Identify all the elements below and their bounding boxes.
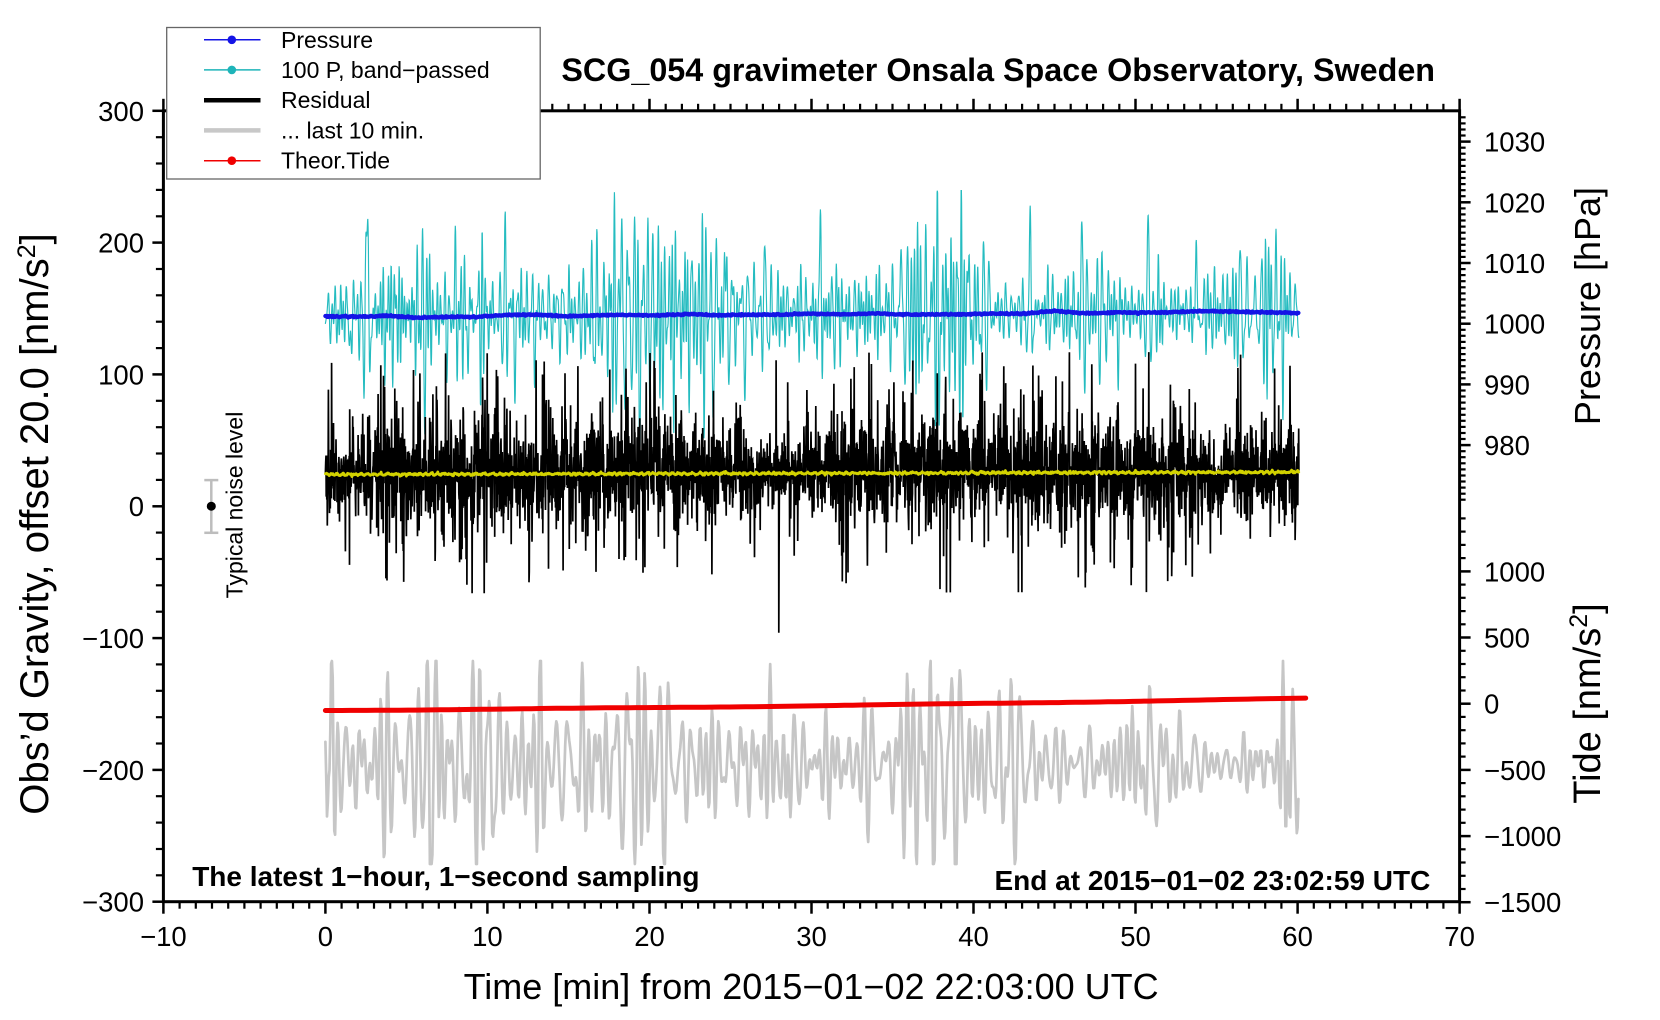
svg-text:70: 70: [1444, 921, 1475, 952]
svg-text:−1500: −1500: [1484, 887, 1561, 918]
svg-text:−10: −10: [140, 921, 187, 952]
svg-text:−1000: −1000: [1484, 821, 1561, 852]
svg-text:0: 0: [129, 491, 144, 522]
svg-text:1010: 1010: [1484, 248, 1545, 279]
svg-text:Theor.Tide: Theor.Tide: [281, 148, 390, 174]
svg-text:Pressure: Pressure: [281, 27, 373, 53]
svg-text:100: 100: [98, 359, 144, 390]
svg-text:Typical noise level: Typical noise level: [222, 412, 248, 599]
svg-text:100 P, band−passed: 100 P, band−passed: [281, 57, 490, 83]
svg-text:200: 200: [98, 228, 144, 259]
svg-text:−200: −200: [82, 755, 144, 786]
svg-text:0: 0: [1484, 689, 1499, 720]
svg-text:−100: −100: [82, 623, 144, 654]
svg-text:980: 980: [1484, 430, 1530, 461]
svg-text:1030: 1030: [1484, 127, 1545, 158]
svg-text:50: 50: [1120, 921, 1151, 952]
svg-text:End at 2015−01−02 23:02:59 UTC: End at 2015−01−02 23:02:59 UTC: [994, 865, 1430, 896]
svg-text:−300: −300: [82, 887, 144, 918]
svg-text:SCG_054 gravimeter Onsala Spac: SCG_054 gravimeter Onsala Space Observat…: [561, 52, 1435, 88]
svg-text:−500: −500: [1484, 755, 1546, 786]
svg-text:300: 300: [98, 96, 144, 127]
svg-text:Obs’d Gravity, offset 20.0 [nm: Obs’d Gravity, offset 20.0 [nm/s2]: [13, 233, 57, 815]
svg-text:990: 990: [1484, 369, 1530, 400]
svg-text:... last 10 min.: ... last 10 min.: [281, 117, 424, 143]
svg-text:500: 500: [1484, 623, 1530, 654]
svg-text:1000: 1000: [1484, 556, 1545, 587]
svg-text:Time [min] from 2015−01−02 22:: Time [min] from 2015−01−02 22:03:00 UTC: [464, 966, 1159, 1007]
svg-text:30: 30: [796, 921, 827, 952]
svg-text:0: 0: [318, 921, 333, 952]
svg-text:1000: 1000: [1484, 309, 1545, 340]
svg-text:10: 10: [472, 921, 503, 952]
svg-text:20: 20: [634, 921, 665, 952]
svg-text:60: 60: [1282, 921, 1313, 952]
svg-text:The latest 1−hour, 1−second sa: The latest 1−hour, 1−second sampling: [192, 861, 699, 892]
svg-text:40: 40: [958, 921, 989, 952]
svg-text:Pressure [hPa]: Pressure [hPa]: [1567, 187, 1608, 425]
svg-text:1020: 1020: [1484, 187, 1545, 218]
svg-text:Residual: Residual: [281, 87, 371, 113]
svg-text:Tide [nm/s2]: Tide [nm/s2]: [1565, 603, 1609, 803]
